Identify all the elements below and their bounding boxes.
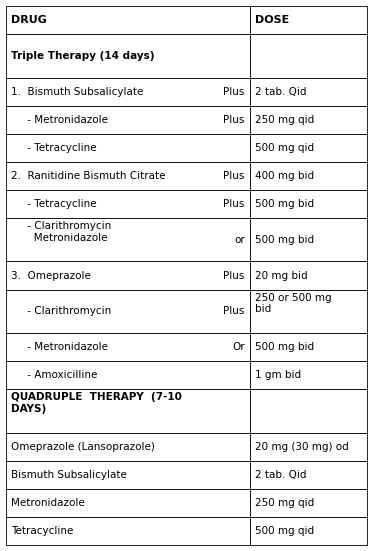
Text: - Metronidazole: - Metronidazole [11,115,108,125]
Text: 2.  Ranitidine Bismuth Citrate: 2. Ranitidine Bismuth Citrate [11,171,166,181]
Text: 500 mg bid: 500 mg bid [255,199,314,209]
Text: Metronidazole: Metronidazole [11,498,85,508]
Text: Triple Therapy (14 days): Triple Therapy (14 days) [11,51,154,61]
Bar [250,162,367,190]
Text: Plus: Plus [223,115,245,125]
Bar [250,78,367,106]
Text: Plus: Plus [223,171,245,181]
Bar [250,433,367,461]
Text: Omeprazole (Lansoprazole): Omeprazole (Lansoprazole) [11,442,155,452]
Bar [6,190,250,218]
Bar [6,333,250,361]
Text: 2 tab. Qid: 2 tab. Qid [255,87,306,96]
Bar [250,134,367,162]
Text: - Tetracycline: - Tetracycline [11,199,97,209]
Bar [6,289,250,333]
Bar [250,218,367,262]
Bar [250,361,367,389]
Bar [6,433,250,461]
Text: Bismuth Subsalicylate: Bismuth Subsalicylate [11,470,127,480]
Text: - Metronidazole: - Metronidazole [11,342,108,352]
Bar [6,218,250,262]
Text: 400 mg bid: 400 mg bid [255,171,314,181]
Text: - Clarithromycin: - Clarithromycin [11,306,111,316]
Bar [6,361,250,389]
Bar [250,389,367,433]
Text: 500 mg bid: 500 mg bid [255,342,314,352]
Text: - Amoxicilline: - Amoxicilline [11,370,97,380]
Bar [250,289,367,333]
Text: 500 mg qid: 500 mg qid [255,526,314,536]
Bar [6,262,250,289]
Text: 2 tab. Qid: 2 tab. Qid [255,470,306,480]
Text: 250 mg qid: 250 mg qid [255,115,314,125]
Bar [250,489,367,517]
Text: 250 mg qid: 250 mg qid [255,498,314,508]
Text: DRUG: DRUG [11,15,47,25]
Bar [250,461,367,489]
Text: 250 or 500 mg
bid: 250 or 500 mg bid [255,293,331,314]
Text: 500 mg qid: 500 mg qid [255,143,314,153]
Text: DOSE: DOSE [255,15,289,25]
Bar [6,389,250,433]
Bar [250,333,367,361]
Text: Tetracycline: Tetracycline [11,526,73,536]
Text: or: or [234,235,245,245]
Bar [6,461,250,489]
Bar [6,134,250,162]
Text: 3.  Omeprazole: 3. Omeprazole [11,271,91,280]
Bar [6,78,250,106]
Text: QUADRUPLE  THERAPY  (7-10
DAYS): QUADRUPLE THERAPY (7-10 DAYS) [11,392,182,414]
Bar [6,34,250,78]
Bar [250,34,367,78]
Bar [6,162,250,190]
Text: 500 mg bid: 500 mg bid [255,235,314,245]
Text: 20 mg (30 mg) od: 20 mg (30 mg) od [255,442,348,452]
Text: Plus: Plus [223,87,245,96]
Text: - Clarithromycin
       Metronidazole: - Clarithromycin Metronidazole [11,221,111,242]
Text: Plus: Plus [223,271,245,280]
Bar [250,190,367,218]
Text: 20 mg bid: 20 mg bid [255,271,307,280]
Bar [250,6,367,34]
Text: Plus: Plus [223,199,245,209]
Text: Or: Or [232,342,245,352]
Bar [6,489,250,517]
Text: 1 gm bid: 1 gm bid [255,370,301,380]
Text: 1.  Bismuth Subsalicylate: 1. Bismuth Subsalicylate [11,87,143,96]
Bar [250,106,367,134]
Bar [6,106,250,134]
Bar [250,517,367,545]
Text: Plus: Plus [223,306,245,316]
Bar [250,262,367,289]
Bar [6,517,250,545]
Bar [6,6,250,34]
Text: - Tetracycline: - Tetracycline [11,143,97,153]
